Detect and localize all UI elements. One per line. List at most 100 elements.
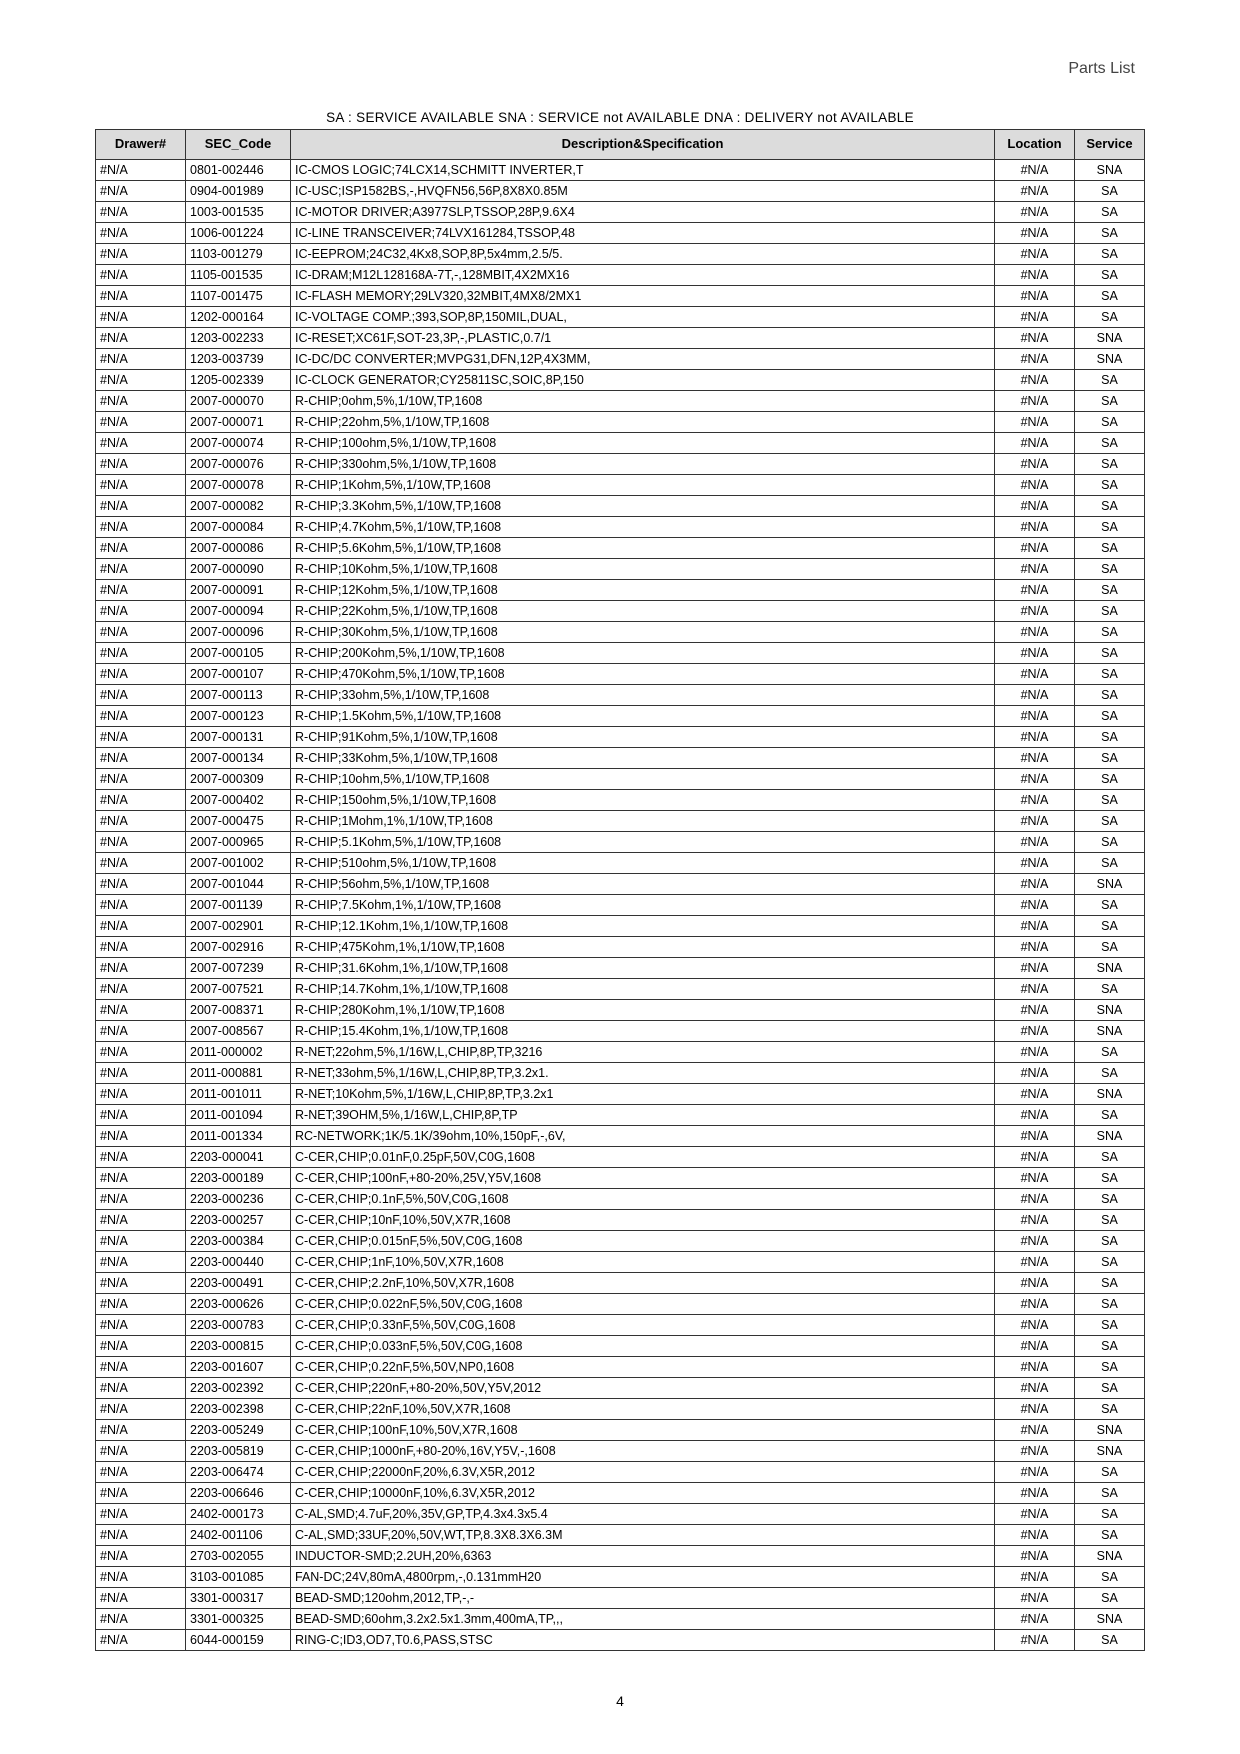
cell-sec: 2007-000105 xyxy=(186,642,291,663)
table-row: #N/A2007-000309R-CHIP;10ohm,5%,1/10W,TP,… xyxy=(96,768,1145,789)
cell-drawer: #N/A xyxy=(96,642,186,663)
table-row: #N/A2203-002392C-CER,CHIP;220nF,+80-20%,… xyxy=(96,1377,1145,1398)
cell-sec: 2007-000094 xyxy=(186,600,291,621)
cell-service: SA xyxy=(1075,411,1145,432)
cell-sec: 2402-001106 xyxy=(186,1524,291,1545)
cell-service: SA xyxy=(1075,516,1145,537)
cell-location: #N/A xyxy=(995,1629,1075,1650)
cell-location: #N/A xyxy=(995,1062,1075,1083)
cell-location: #N/A xyxy=(995,642,1075,663)
table-row: #N/A2203-000440C-CER,CHIP;1nF,10%,50V,X7… xyxy=(96,1251,1145,1272)
cell-desc: R-CHIP;30Kohm,5%,1/10W,TP,1608 xyxy=(291,621,995,642)
cell-drawer: #N/A xyxy=(96,558,186,579)
cell-drawer: #N/A xyxy=(96,1377,186,1398)
parts-table: Drawer# SEC_Code Description&Specificati… xyxy=(95,129,1145,1651)
cell-drawer: #N/A xyxy=(96,453,186,474)
cell-service: SA xyxy=(1075,1587,1145,1608)
cell-drawer: #N/A xyxy=(96,1335,186,1356)
cell-desc: IC-FLASH MEMORY;29LV320,32MBIT,4MX8/2MX1 xyxy=(291,285,995,306)
cell-desc: C-CER,CHIP;100nF,+80-20%,25V,Y5V,1608 xyxy=(291,1167,995,1188)
cell-sec: 2011-001094 xyxy=(186,1104,291,1125)
cell-location: #N/A xyxy=(995,1230,1075,1251)
cell-desc: R-NET;10Kohm,5%,1/16W,L,CHIP,8P,TP,3.2x1 xyxy=(291,1083,995,1104)
cell-drawer: #N/A xyxy=(96,999,186,1020)
cell-desc: C-CER,CHIP;0.015nF,5%,50V,C0G,1608 xyxy=(291,1230,995,1251)
cell-sec: 1103-001279 xyxy=(186,243,291,264)
cell-drawer: #N/A xyxy=(96,726,186,747)
cell-service: SA xyxy=(1075,915,1145,936)
cell-drawer: #N/A xyxy=(96,1146,186,1167)
table-row: #N/A1103-001279IC-EEPROM;24C32,4Kx8,SOP,… xyxy=(96,243,1145,264)
cell-location: #N/A xyxy=(995,1104,1075,1125)
cell-drawer: #N/A xyxy=(96,1629,186,1650)
cell-sec: 2203-005819 xyxy=(186,1440,291,1461)
table-row: #N/A2007-000071R-CHIP;22ohm,5%,1/10W,TP,… xyxy=(96,411,1145,432)
cell-service: SA xyxy=(1075,936,1145,957)
cell-desc: R-CHIP;100ohm,5%,1/10W,TP,1608 xyxy=(291,432,995,453)
cell-location: #N/A xyxy=(995,411,1075,432)
cell-service: SA xyxy=(1075,600,1145,621)
cell-sec: 2007-000134 xyxy=(186,747,291,768)
cell-desc: R-CHIP;91Kohm,5%,1/10W,TP,1608 xyxy=(291,726,995,747)
cell-sec: 2007-000074 xyxy=(186,432,291,453)
cell-drawer: #N/A xyxy=(96,327,186,348)
table-row: #N/A2203-002398C-CER,CHIP;22nF,10%,50V,X… xyxy=(96,1398,1145,1419)
cell-sec: 2203-002398 xyxy=(186,1398,291,1419)
cell-drawer: #N/A xyxy=(96,663,186,684)
cell-service: SA xyxy=(1075,474,1145,495)
col-header-desc: Description&Specification xyxy=(291,130,995,160)
cell-location: #N/A xyxy=(995,1587,1075,1608)
cell-drawer: #N/A xyxy=(96,285,186,306)
table-row: #N/A2011-000002R-NET;22ohm,5%,1/16W,L,CH… xyxy=(96,1041,1145,1062)
cell-service: SA xyxy=(1075,768,1145,789)
cell-drawer: #N/A xyxy=(96,432,186,453)
cell-service: SA xyxy=(1075,264,1145,285)
cell-location: #N/A xyxy=(995,810,1075,831)
cell-service: SA xyxy=(1075,390,1145,411)
table-row: #N/A2007-000107R-CHIP;470Kohm,5%,1/10W,T… xyxy=(96,663,1145,684)
cell-service: SA xyxy=(1075,621,1145,642)
cell-sec: 2007-008371 xyxy=(186,999,291,1020)
cell-location: #N/A xyxy=(995,306,1075,327)
cell-service: SA xyxy=(1075,369,1145,390)
table-row: #N/A2011-000881R-NET;33ohm,5%,1/16W,L,CH… xyxy=(96,1062,1145,1083)
cell-service: SA xyxy=(1075,978,1145,999)
cell-sec: 2203-000236 xyxy=(186,1188,291,1209)
table-row: #N/A2007-002901R-CHIP;12.1Kohm,1%,1/10W,… xyxy=(96,915,1145,936)
cell-desc: R-CHIP;280Kohm,1%,1/10W,TP,1608 xyxy=(291,999,995,1020)
cell-location: #N/A xyxy=(995,390,1075,411)
table-row: #N/A1202-000164IC-VOLTAGE COMP.;393,SOP,… xyxy=(96,306,1145,327)
cell-service: SA xyxy=(1075,1251,1145,1272)
table-row: #N/A2203-005819C-CER,CHIP;1000nF,+80-20%… xyxy=(96,1440,1145,1461)
cell-sec: 1205-002339 xyxy=(186,369,291,390)
cell-location: #N/A xyxy=(995,1503,1075,1524)
cell-sec: 2011-000002 xyxy=(186,1041,291,1062)
cell-service: SA xyxy=(1075,453,1145,474)
cell-drawer: #N/A xyxy=(96,390,186,411)
cell-desc: IC-CMOS LOGIC;74LCX14,SCHMITT INVERTER,T xyxy=(291,159,995,180)
cell-drawer: #N/A xyxy=(96,474,186,495)
cell-service: SA xyxy=(1075,1629,1145,1650)
cell-service: SA xyxy=(1075,579,1145,600)
cell-drawer: #N/A xyxy=(96,1272,186,1293)
cell-desc: IC-LINE TRANSCEIVER;74LVX161284,TSSOP,48 xyxy=(291,222,995,243)
table-row: #N/A2007-001044R-CHIP;56ohm,5%,1/10W,TP,… xyxy=(96,873,1145,894)
cell-sec: 2402-000173 xyxy=(186,1503,291,1524)
table-row: #N/A2007-008371R-CHIP;280Kohm,1%,1/10W,T… xyxy=(96,999,1145,1020)
cell-location: #N/A xyxy=(995,915,1075,936)
cell-desc: C-CER,CHIP;100nF,10%,50V,X7R,1608 xyxy=(291,1419,995,1440)
cell-service: SNA xyxy=(1075,1440,1145,1461)
cell-service: SA xyxy=(1075,789,1145,810)
cell-location: #N/A xyxy=(995,831,1075,852)
cell-sec: 2011-001011 xyxy=(186,1083,291,1104)
cell-service: SA xyxy=(1075,1461,1145,1482)
cell-drawer: #N/A xyxy=(96,1104,186,1125)
cell-drawer: #N/A xyxy=(96,537,186,558)
cell-location: #N/A xyxy=(995,243,1075,264)
cell-sec: 2007-002916 xyxy=(186,936,291,957)
cell-desc: R-CHIP;22Kohm,5%,1/10W,TP,1608 xyxy=(291,600,995,621)
cell-desc: R-CHIP;15.4Kohm,1%,1/10W,TP,1608 xyxy=(291,1020,995,1041)
cell-sec: 2007-000086 xyxy=(186,537,291,558)
cell-sec: 1203-003739 xyxy=(186,348,291,369)
cell-desc: R-CHIP;7.5Kohm,1%,1/10W,TP,1608 xyxy=(291,894,995,915)
